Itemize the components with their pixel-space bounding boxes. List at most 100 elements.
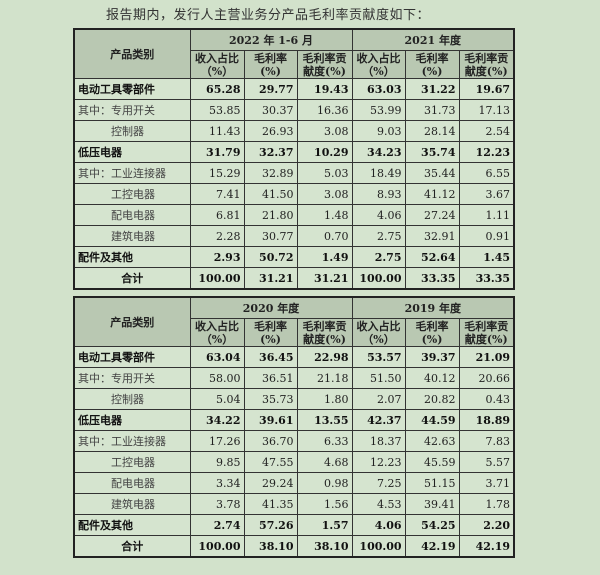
row-label: 其中：专用开关 [73, 99, 191, 121]
value-cell: 57.26 [243, 514, 298, 536]
value-cell: 21.80 [243, 204, 298, 226]
value-cell: 32.37 [243, 141, 298, 163]
row-label: 建筑电器 [73, 225, 191, 247]
metric-header-line2: 献度(%) [464, 332, 508, 346]
value-cell: 20.66 [458, 367, 515, 389]
row-label: 合计 [73, 267, 191, 290]
value-cell: 4.68 [296, 451, 353, 473]
value-cell: 30.77 [243, 225, 298, 247]
value-cell: 51.15 [404, 472, 460, 494]
value-cell: 42.19 [458, 535, 515, 558]
value-cell: 63.04 [189, 346, 245, 368]
value-cell: 53.57 [351, 346, 406, 368]
value-cell: 1.49 [296, 246, 353, 268]
metric-header-line1: 毛利率贡 [464, 51, 509, 65]
metric-header-line2: （%） [200, 332, 234, 346]
value-cell: 1.11 [458, 204, 515, 226]
value-cell: 36.45 [243, 346, 298, 368]
value-cell: 2.54 [458, 120, 515, 142]
row-label: 配件及其他 [73, 514, 191, 536]
value-cell: 0.98 [296, 472, 353, 494]
value-cell: 52.64 [404, 246, 460, 268]
metric-header-row: 收入占比 （%） 毛利率 (%) 毛利率贡 献度(%) 收入占比 （%） 毛利率 (%) 毛利率贡献… [74, 50, 515, 79]
value-cell: 39.41 [404, 493, 460, 515]
value-cell: 18.89 [458, 409, 515, 431]
metric-header-line1: 收入占比 [195, 319, 239, 333]
metric-header: 毛利率 (%) [243, 318, 298, 347]
metric-header-line2: （%） [362, 64, 395, 78]
table-row: 建筑电器 3.78 41.35 1.56 4.53 39.41 1.78 [73, 493, 515, 515]
value-cell: 1.48 [296, 204, 353, 226]
value-cell: 45.59 [404, 451, 460, 473]
value-cell: 30.37 [243, 99, 298, 121]
value-cell: 100.00 [189, 267, 245, 290]
metric-header-line1: 毛利率贡 [302, 319, 347, 333]
value-cell: 28.14 [404, 120, 460, 142]
value-cell: 41.35 [243, 493, 298, 515]
metric-header-line1: 毛利率 [415, 319, 449, 333]
value-cell: 7.83 [458, 430, 515, 452]
row-label: 合计 [73, 535, 191, 558]
value-cell: 35.44 [404, 162, 460, 184]
table-row: 控制器 11.43 26.93 3.08 9.03 28.14 2.54 [73, 120, 515, 142]
value-cell: 35.74 [404, 141, 460, 163]
metric-header: 毛利率贡 献度(%) [458, 50, 515, 79]
value-cell: 33.35 [404, 267, 460, 290]
metric-header: 收入占比 （%） [189, 318, 245, 347]
table-row: 合计 100.00 31.21 31.21 100.00 33.35 33.35 [73, 267, 515, 290]
metric-header-line2: 献度(%) [303, 64, 346, 78]
metric-header: 毛利率 (%) [404, 50, 460, 79]
value-cell: 21.18 [296, 367, 353, 389]
metric-header-line1: 毛利率贡 [302, 51, 347, 65]
value-cell: 16.36 [296, 99, 353, 121]
metric-header-line2: （%） [200, 64, 234, 78]
metric-header: 毛利率贡 献度(%) [296, 318, 353, 347]
metric-header-line1: 收入占比 [195, 51, 239, 65]
value-cell: 18.49 [351, 162, 406, 184]
metric-header-line2: (%) [260, 64, 281, 78]
value-cell: 1.80 [296, 388, 353, 410]
table-row: 其中：工业连接器 15.29 32.89 5.03 18.49 35.44 6.55 [73, 162, 515, 184]
table-row: 其中：工业连接器 17.26 36.70 6.33 18.37 42.63 7.83 [73, 430, 515, 452]
value-cell: 9.03 [351, 120, 406, 142]
metric-header-line1: 毛利率 [254, 51, 287, 65]
value-cell: 13.55 [296, 409, 353, 431]
period-header: 2022 年 1-6 月 [189, 28, 353, 51]
value-cell: 2.28 [189, 225, 245, 247]
period-header: 2020 年度 [189, 296, 353, 319]
value-cell: 6.81 [189, 204, 245, 226]
value-cell: 2.75 [351, 246, 406, 268]
value-cell: 3.67 [458, 183, 515, 205]
value-cell: 7.41 [189, 183, 245, 205]
row-label: 配电电器 [73, 472, 191, 494]
row-label: 控制器 [73, 120, 191, 142]
metric-header-line2: 献度(%) [303, 332, 346, 346]
value-cell: 42.19 [404, 535, 460, 558]
metric-header-row: 收入占比 （%） 毛利率 (%) 毛利率贡 献度(%) 收入占比 （%） 毛利率 (%) 毛利率贡献… [74, 318, 515, 347]
table-row: 其中：专用开关 53.85 30.37 16.36 53.99 31.73 17.13 [73, 99, 515, 121]
value-cell: 3.08 [296, 120, 353, 142]
value-cell: 6.55 [458, 162, 515, 184]
value-cell: 31.21 [296, 267, 353, 290]
value-cell: 38.10 [243, 535, 298, 558]
row-label: 电动工具零部件 [73, 78, 191, 100]
value-cell: 11.43 [189, 120, 245, 142]
value-cell: 1.78 [458, 493, 515, 515]
value-cell: 41.12 [404, 183, 460, 205]
metric-header-line2: (%) [421, 64, 443, 78]
value-cell: 36.51 [243, 367, 298, 389]
metric-header: 收入占比 （%） [189, 50, 245, 79]
value-cell: 39.61 [243, 409, 298, 431]
value-cell: 27.24 [404, 204, 460, 226]
value-cell: 40.12 [404, 367, 460, 389]
value-cell: 29.77 [243, 78, 298, 100]
gross-margin-table-2022-2021: 产品类别 2022 年 1-6 月 2021 年度 收入占比 （%） 毛利率 (%) 毛利率贡… [73, 28, 516, 290]
table-row: 建筑电器 2.28 30.77 0.70 2.75 32.91 0.91 [73, 225, 515, 247]
value-cell: 4.53 [351, 493, 406, 515]
value-cell: 19.43 [296, 78, 353, 100]
value-cell: 100.00 [189, 535, 245, 558]
row-label: 其中：工业连接器 [73, 430, 191, 452]
value-cell: 22.98 [296, 346, 353, 368]
value-cell: 53.85 [189, 99, 245, 121]
value-cell: 12.23 [458, 141, 515, 163]
